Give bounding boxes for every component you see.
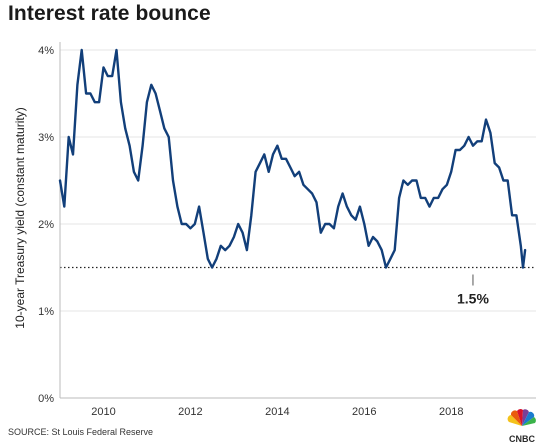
x-tick-label: 2010 [91, 406, 115, 418]
cnbc-logo: CNBC [507, 409, 536, 444]
y-tick-label: 0% [38, 393, 54, 405]
y-axis: 0% 1% 2% 3% 4% [38, 42, 61, 405]
source-note: SOURCE: St Louis Federal Reserve [8, 427, 154, 437]
y-tick-label: 2% [38, 219, 54, 231]
series-line-treasury-yield [58, 48, 527, 269]
series-layer [58, 48, 527, 269]
y-tick-label: 4% [38, 45, 54, 57]
logo-text: CNBC [509, 434, 535, 444]
y-tick-label: 1% [38, 306, 54, 318]
x-tick-label: 2016 [352, 406, 376, 418]
y-tick-label: 3% [38, 132, 54, 144]
x-axis: 2010 2012 2014 2016 2018 [60, 397, 536, 418]
chart-title: Interest rate bounce [8, 2, 211, 25]
x-tick-label: 2014 [265, 406, 289, 418]
annotation: 1.5% [457, 274, 489, 307]
annotation-label: 1.5% [457, 291, 489, 307]
y-axis-label: 10-year Treasury yield (constant maturit… [13, 107, 27, 328]
peacock-icon [507, 409, 536, 426]
x-tick-label: 2012 [178, 406, 202, 418]
gridlines [60, 49, 536, 399]
x-tick-label: 2018 [439, 406, 463, 418]
